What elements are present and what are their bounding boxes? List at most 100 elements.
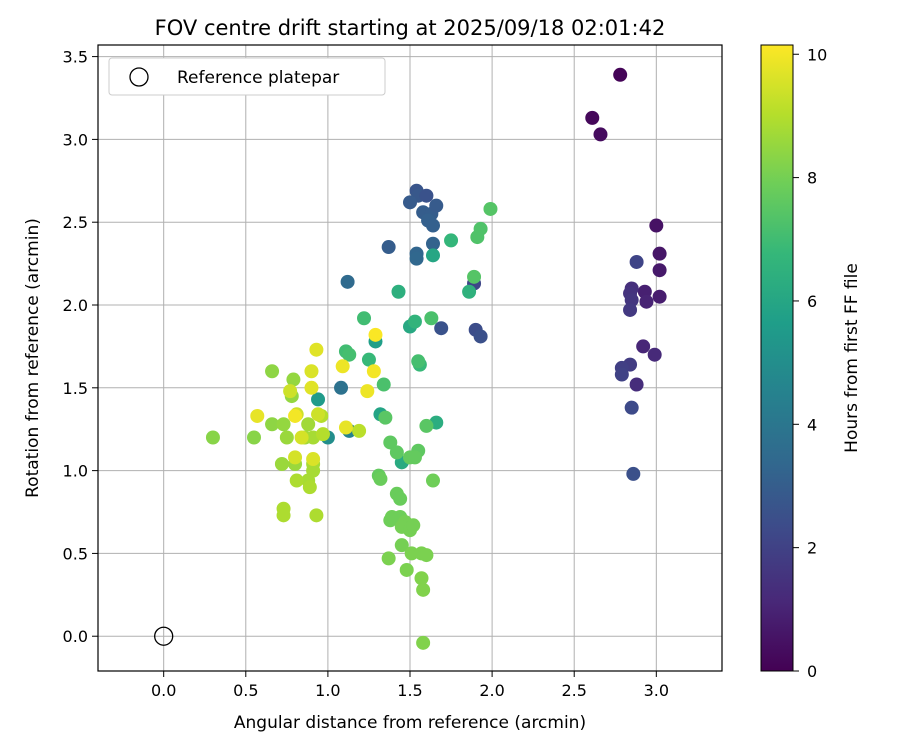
data-point (585, 110, 600, 125)
y-tick-label: 2.0 (63, 296, 88, 315)
data-point (360, 384, 375, 399)
data-point (424, 311, 439, 326)
data-point (652, 289, 667, 304)
data-point (425, 236, 440, 251)
data-point (352, 423, 367, 438)
y-tick-label: 0.0 (63, 627, 88, 646)
x-axis-ticks: 0.0 0.5 1.0 1.5 2.0 2.5 3.0 (151, 671, 669, 700)
x-tick-label: 2.5 (561, 681, 586, 700)
data-point (473, 329, 488, 344)
chart-title: FOV centre drift starting at 2025/09/18 … (155, 16, 666, 40)
data-point (425, 248, 440, 263)
data-point (247, 430, 261, 445)
data-point (368, 327, 383, 342)
data-point (304, 380, 319, 395)
data-point (334, 380, 349, 395)
colorbar-tick-label: 4 (807, 415, 817, 434)
data-point (357, 311, 372, 326)
data-point (394, 538, 409, 553)
legend-box (108, 57, 386, 96)
colorbar-gradient (760, 44, 794, 672)
data-point (294, 430, 309, 445)
colorbar-tick-label: 6 (807, 292, 817, 311)
data-point (419, 418, 434, 433)
data-point (416, 635, 431, 650)
data-point (652, 263, 667, 278)
data-point (361, 352, 376, 367)
data-point (425, 473, 440, 488)
x-tick-label: 1.5 (397, 681, 422, 700)
data-point (419, 548, 434, 563)
data-point (302, 480, 317, 495)
y-tick-label: 0.5 (63, 544, 88, 563)
data-point (467, 269, 482, 284)
data-point (434, 321, 449, 336)
y-tick-label: 1.5 (63, 379, 88, 398)
data-point (470, 230, 485, 245)
y-tick-label: 2.5 (63, 213, 88, 232)
data-point (289, 473, 304, 488)
data-point (399, 562, 414, 577)
data-point (205, 430, 220, 445)
data-point (376, 377, 391, 392)
data-point (629, 377, 644, 392)
data-point (391, 284, 406, 299)
colorbar-tick-label: 0 (807, 662, 817, 681)
colorbar-ticks: 0 2 4 6 8 10 (793, 45, 827, 681)
data-point (276, 508, 291, 523)
data-point (301, 417, 316, 432)
data-point (276, 417, 291, 432)
data-point (335, 359, 350, 374)
reference-marker (154, 626, 174, 646)
colorbar: 0 2 4 6 8 10 Hours from first FF file (760, 44, 862, 681)
data-point (483, 201, 498, 216)
data-point (425, 218, 440, 233)
x-tick-label: 2.0 (479, 681, 504, 700)
y-tick-label: 1.0 (63, 462, 88, 481)
data-point (429, 198, 444, 213)
data-point (306, 452, 321, 467)
x-tick-label: 3.0 (644, 681, 669, 700)
data-point (315, 427, 330, 442)
data-point (383, 435, 398, 450)
data-point (250, 408, 265, 423)
data-point (411, 354, 426, 369)
grid (98, 45, 722, 671)
data-point (311, 392, 326, 407)
x-tick-label: 0.5 (233, 681, 258, 700)
y-axis-label: Rotation from reference (arcmin) (23, 218, 43, 498)
data-point (340, 274, 355, 289)
legend-label: Reference platepar (177, 68, 339, 88)
data-point (409, 251, 424, 266)
data-point (309, 342, 324, 357)
data-point (404, 546, 419, 561)
data-point (416, 582, 431, 597)
colorbar-tick-label: 10 (807, 45, 827, 64)
data-point (274, 456, 289, 471)
data-point (414, 571, 429, 586)
data-point (389, 445, 404, 460)
data-point (283, 384, 298, 399)
data-point (626, 466, 641, 481)
data-point (406, 518, 421, 533)
data-point (279, 430, 294, 445)
data-point (407, 314, 422, 329)
colorbar-label: Hours from first FF file (842, 263, 862, 453)
data-point (338, 420, 353, 435)
data-point (407, 450, 422, 465)
y-tick-label: 3.0 (63, 130, 88, 149)
data-point (636, 339, 651, 354)
data-point (614, 367, 629, 382)
data-point (309, 508, 324, 523)
data-point (629, 254, 644, 269)
data-point (373, 471, 388, 486)
colorbar-tick-label: 2 (807, 539, 817, 558)
data-points (205, 67, 667, 650)
data-point (381, 240, 396, 255)
data-point (265, 364, 280, 379)
data-point (366, 364, 381, 379)
data-point (342, 347, 357, 362)
y-tick-label: 3.5 (63, 48, 88, 67)
data-point (393, 491, 408, 506)
